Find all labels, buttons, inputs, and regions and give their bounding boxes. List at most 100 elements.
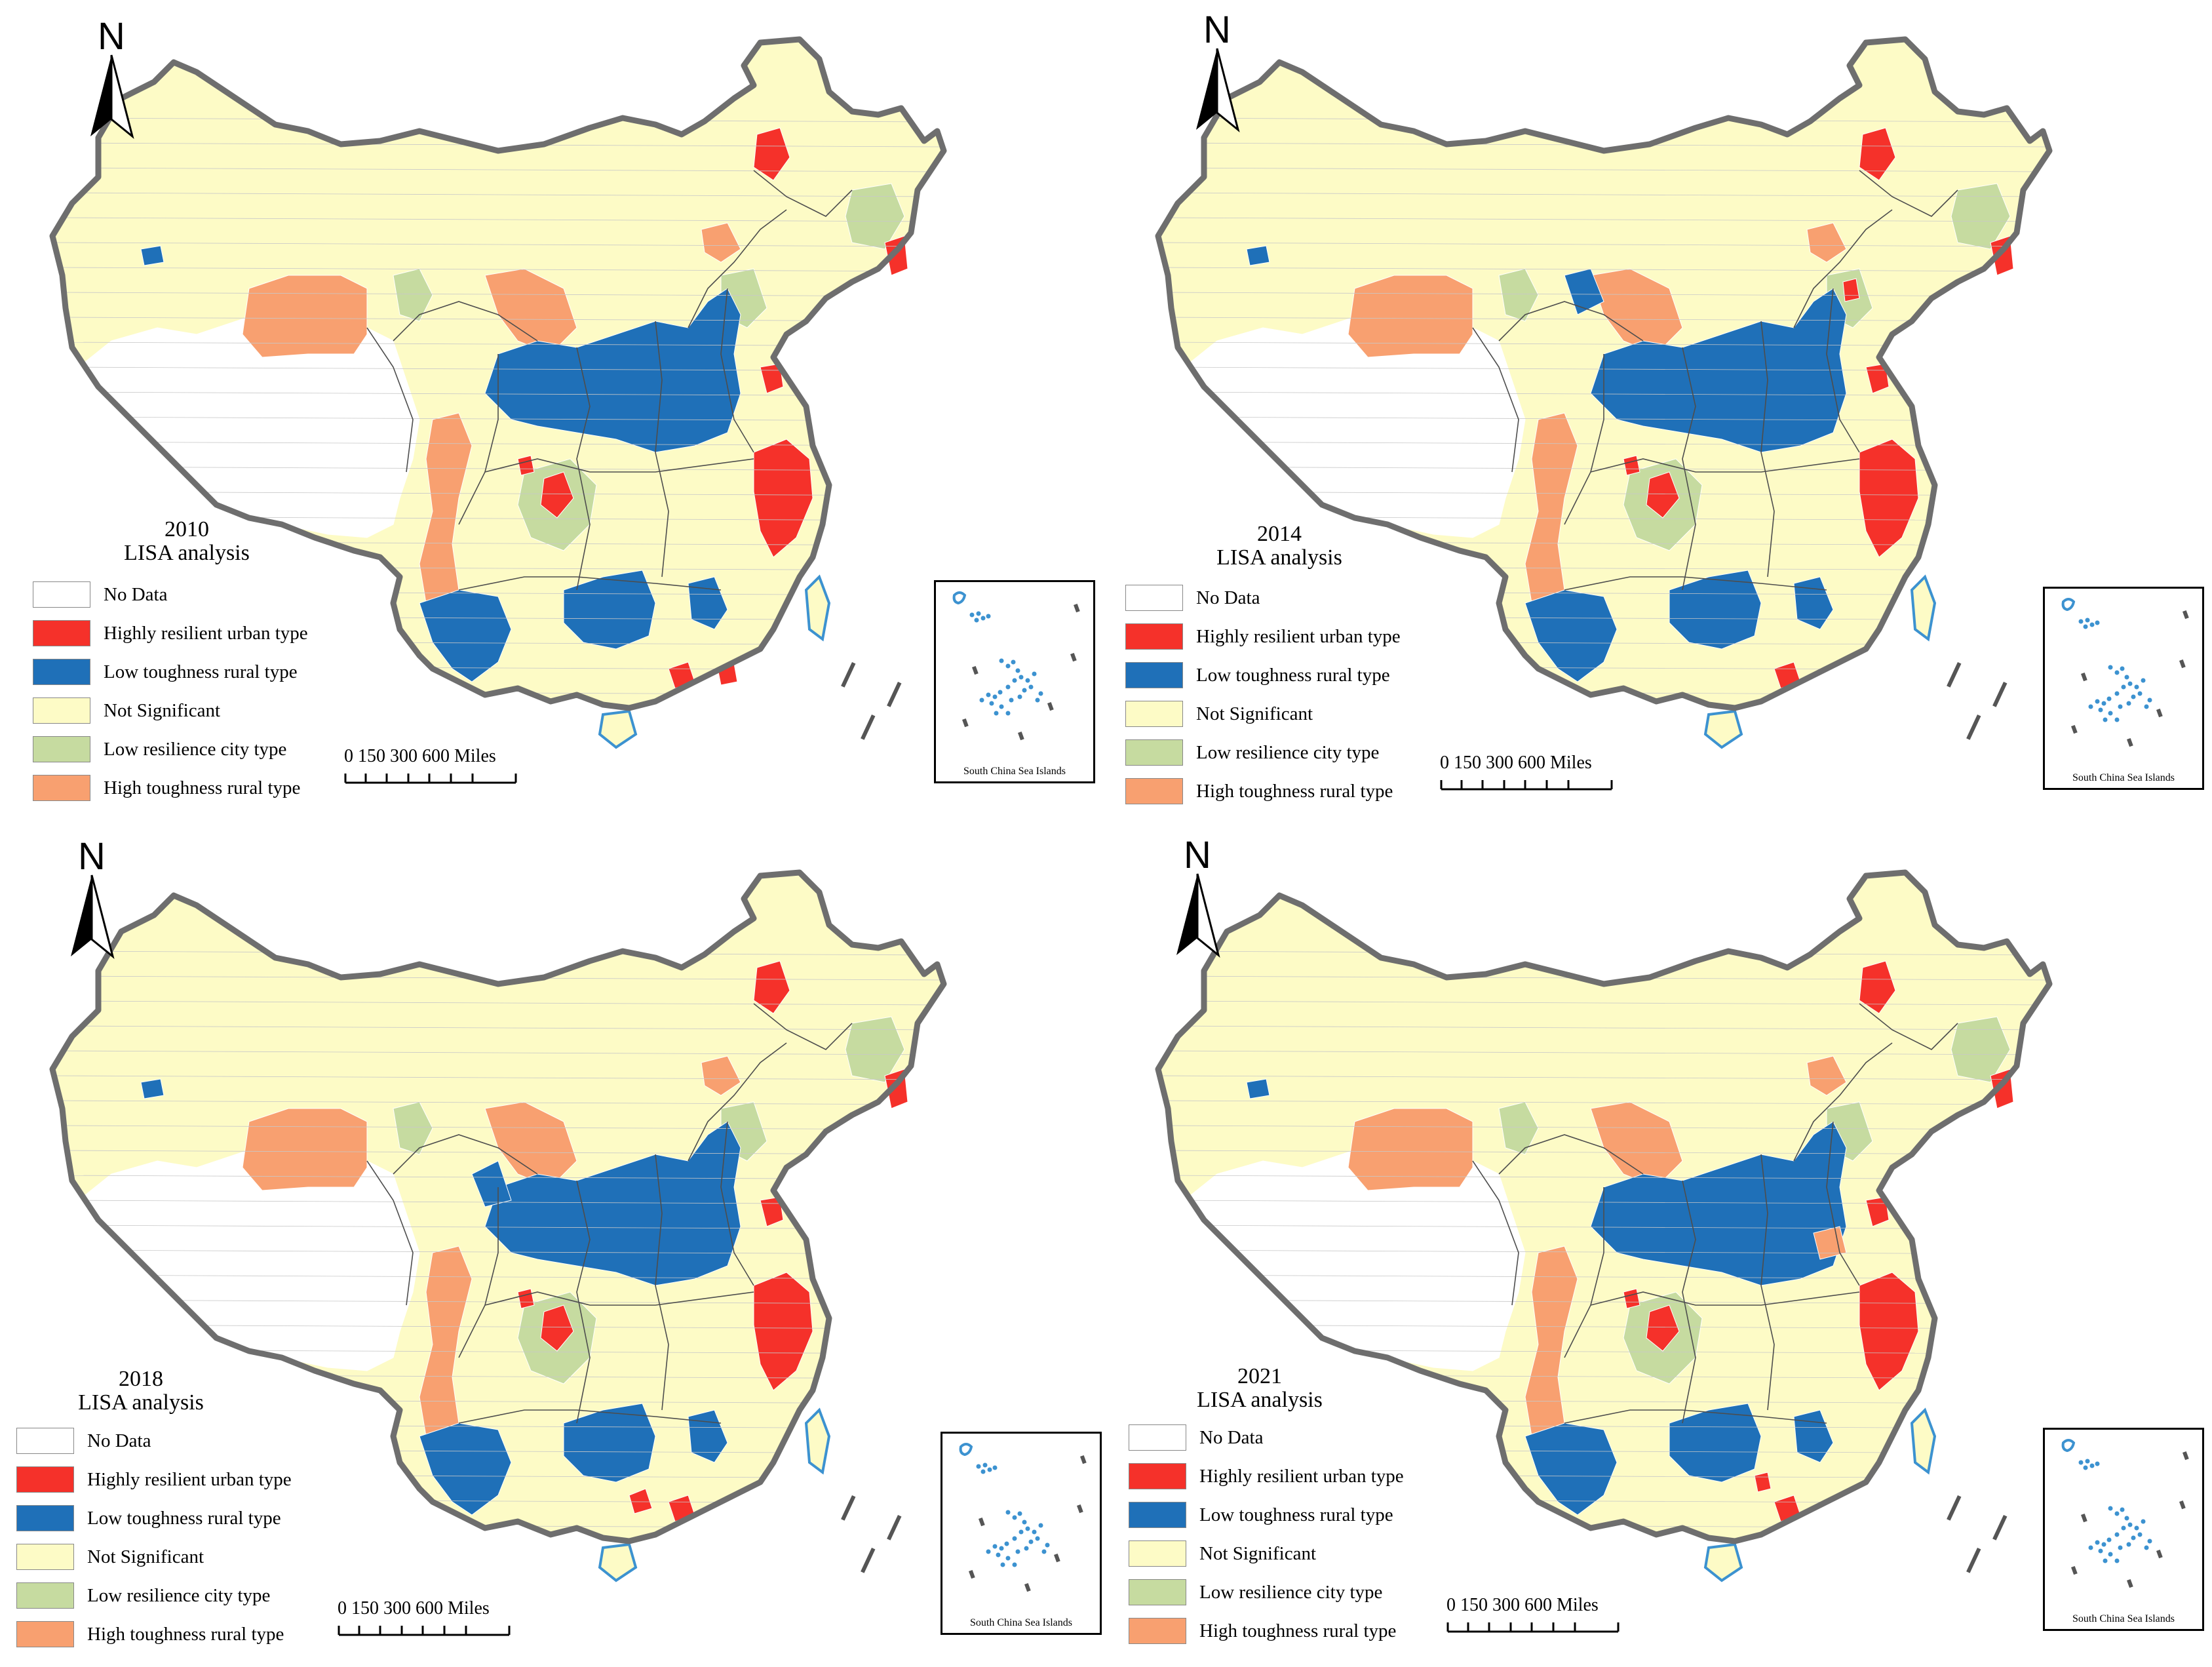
county-line — [52, 292, 944, 297]
county-line — [52, 441, 944, 446]
sea-boundary-mark — [1966, 715, 1981, 740]
map-subtitle: LISA analysis — [1216, 545, 1342, 570]
legend-swatch — [1129, 1424, 1186, 1451]
north-arrow-icon — [71, 874, 115, 960]
legend-label: Low toughness rural type — [87, 1507, 281, 1529]
region-highly-resilient-urban — [1859, 1272, 1919, 1391]
south-china-sea-inset: South China Sea Islands — [2043, 1428, 2204, 1631]
province-boundary — [366, 1160, 414, 1306]
county-line — [52, 1150, 944, 1155]
north-label: N — [1184, 834, 1211, 876]
legend-item-highly-resilient-urban: Highly resilient urban type — [33, 619, 308, 648]
province-boundary — [1859, 170, 1958, 217]
inset-islands-map — [2061, 1439, 2189, 1588]
legend-item-low-toughness-rural: Low toughness rural type — [16, 1504, 281, 1533]
province-boundary — [1682, 347, 1696, 591]
map-panel-2014: N 2014 LISA analysis No Data Highly resil… — [1106, 0, 2211, 833]
hainan-region — [1703, 709, 1743, 749]
sea-boundary-mark — [841, 662, 856, 688]
province-boundary — [393, 1134, 538, 1175]
region-low-toughness-rural — [419, 589, 512, 682]
county-line — [52, 1050, 944, 1055]
region-low-resilience-city — [1498, 1101, 1539, 1155]
scale-ticks: 0 150 300 600 Miles — [1440, 753, 1592, 773]
legend-label: Highly resilient urban type — [87, 1468, 292, 1490]
hainan-region — [598, 1542, 638, 1582]
legend-swatch — [33, 620, 90, 646]
legend-item-high-toughness-rural: High toughness rural type — [1129, 1617, 1396, 1645]
china-map — [49, 36, 947, 749]
map-panel-2021: N 2021 LISA analysis No Data Highly resil… — [1106, 833, 2211, 1666]
county-line — [52, 1125, 944, 1130]
legend-label: Low resilience city type — [87, 1584, 271, 1606]
sea-boundary-mark — [861, 1548, 876, 1573]
scale-bar-icon — [1440, 780, 1613, 791]
legend-item-highly-resilient-urban: Highly resilient urban type — [16, 1465, 292, 1494]
legend-item-no-data: No Data — [1125, 583, 1260, 612]
legend-item-no-data: No Data — [16, 1426, 151, 1455]
legend-item-low-resilience-city: Low resilience city type — [16, 1581, 270, 1610]
inset-islands-map — [2061, 598, 2189, 747]
region-highly-resilient-urban — [1623, 1288, 1640, 1309]
county-line — [1158, 192, 2049, 197]
sea-boundary-mark — [1992, 1514, 2008, 1540]
province-boundary — [753, 1003, 853, 1050]
province-boundary — [655, 321, 669, 578]
south-china-sea-inset: South China Sea Islands — [934, 580, 1095, 783]
region-highly-resilient-urban — [760, 1196, 784, 1227]
region-low-toughness-rural — [563, 1403, 656, 1483]
province-boundary — [1498, 301, 1644, 342]
county-line — [1158, 1100, 2049, 1105]
map-title: 2018 LISA analysis — [66, 1367, 216, 1415]
province-boundary — [576, 1180, 591, 1424]
county-line — [52, 217, 944, 222]
region-highly-resilient-urban — [1842, 278, 1860, 302]
province-boundary — [1859, 1003, 1958, 1050]
legend-label: High toughness rural type — [104, 777, 301, 798]
region-low-toughness-rural — [1669, 1403, 1762, 1483]
county-line — [1158, 1075, 2049, 1080]
legend-item-high-toughness-rural: High toughness rural type — [33, 774, 300, 802]
sea-boundary-mark — [861, 715, 876, 740]
legend-swatch — [16, 1544, 74, 1570]
region-highly-resilient-urban — [1859, 439, 1919, 558]
china-map — [1155, 36, 2053, 749]
legend-swatch — [16, 1582, 74, 1609]
region-low-toughness-rural — [471, 1160, 512, 1207]
region-high-toughness-rural — [701, 1055, 741, 1096]
north-arrow-icon — [1176, 873, 1220, 958]
legend-label: No Data — [104, 583, 168, 605]
region-low-resilience-city — [393, 1101, 433, 1155]
legend-item-highly-resilient-urban: Highly resilient urban type — [1129, 1462, 1404, 1491]
region-highly-resilient-urban — [540, 1304, 574, 1352]
legend-label: Low resilience city type — [1199, 1581, 1383, 1603]
national-border — [49, 36, 947, 711]
sea-boundary-mark — [887, 681, 902, 707]
county-line — [52, 192, 944, 197]
region-highly-resilient-urban — [753, 960, 790, 1014]
region-low-toughness-rural — [563, 570, 656, 650]
national-border — [1155, 36, 2053, 711]
legend-label: No Data — [87, 1430, 151, 1451]
region-highly-resilient-urban — [1859, 960, 1896, 1014]
legend-item-high-toughness-rural: High toughness rural type — [16, 1620, 284, 1649]
region-high-toughness-rural — [1806, 1055, 1847, 1096]
province-boundary — [1793, 209, 1893, 328]
legend-label: Low resilience city type — [1196, 741, 1380, 763]
hainan-region — [598, 709, 638, 749]
legend-item-low-toughness-rural: Low toughness rural type — [33, 657, 298, 686]
legend-swatch — [1125, 623, 1183, 650]
inset-caption: South China Sea Islands — [2072, 1613, 2175, 1624]
legend-item-highly-resilient-urban: Highly resilient urban type — [1125, 622, 1401, 651]
province-boundary — [1760, 1154, 1775, 1411]
province-boundary — [655, 1154, 669, 1411]
legend-label: Low toughness rural type — [1196, 664, 1390, 686]
region-low-toughness-rural — [1524, 589, 1618, 682]
legend-label: Highly resilient urban type — [1196, 625, 1401, 647]
province-boundary — [753, 170, 853, 217]
region-low-toughness-rural — [140, 1078, 165, 1099]
legend-label: High toughness rural type — [1199, 1620, 1397, 1641]
county-line — [1158, 217, 2049, 222]
region-highly-resilient-urban — [1646, 1304, 1680, 1352]
province-boundary — [688, 209, 787, 328]
